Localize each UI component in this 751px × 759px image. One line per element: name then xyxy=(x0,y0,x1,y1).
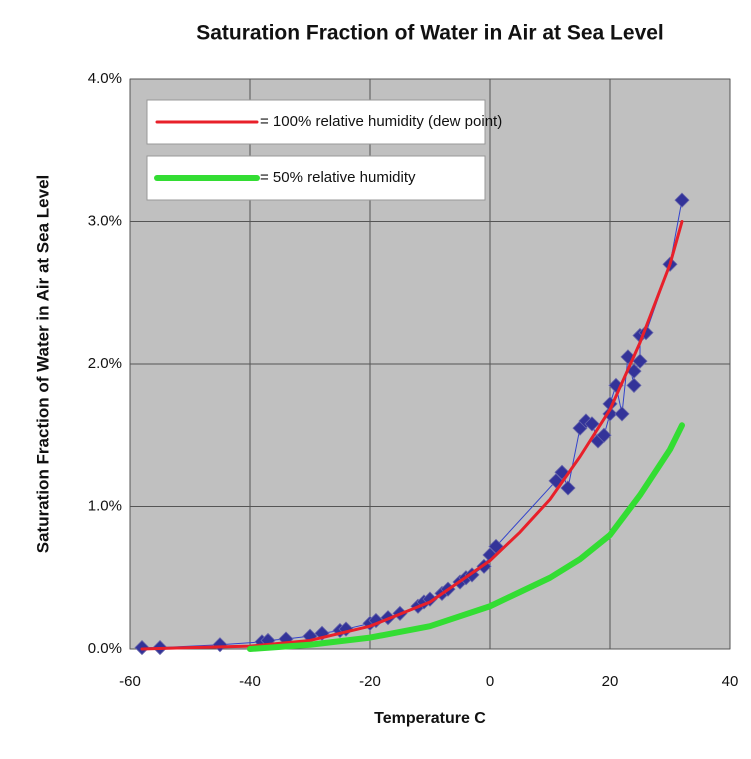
y-tick-label: 2.0% xyxy=(88,355,122,372)
data-point xyxy=(614,406,630,422)
data-point xyxy=(560,480,576,496)
curve xyxy=(247,422,685,652)
x-tick-label: -40 xyxy=(239,673,261,690)
y-axis-label: Saturation Fraction of Water in Air at S… xyxy=(33,175,52,553)
x-axis-label: Temperature C xyxy=(374,710,486,727)
x-tick-label: -20 xyxy=(359,673,381,690)
y-tick-label: 3.0% xyxy=(88,212,122,229)
data-point xyxy=(674,192,690,208)
y-tick-label: 4.0% xyxy=(88,70,122,87)
x-tick-label: 40 xyxy=(722,673,739,690)
legend-label: = 100% relative humidity (dew point) xyxy=(260,113,502,130)
curve xyxy=(140,220,684,651)
data-point xyxy=(626,377,642,393)
data-point xyxy=(632,353,648,369)
data-point xyxy=(596,427,612,443)
x-tick-label: 0 xyxy=(486,673,494,690)
x-tick-label: -60 xyxy=(119,673,141,690)
chart-title: Saturation Fraction of Water in Air at S… xyxy=(196,22,664,45)
data-point xyxy=(584,416,600,432)
y-tick-label: 1.0% xyxy=(88,497,122,514)
x-tick-label: 20 xyxy=(602,673,619,690)
legend-label: = 50% relative humidity xyxy=(260,169,416,186)
y-tick-label: 0.0% xyxy=(88,640,122,657)
legend-box xyxy=(146,99,486,145)
